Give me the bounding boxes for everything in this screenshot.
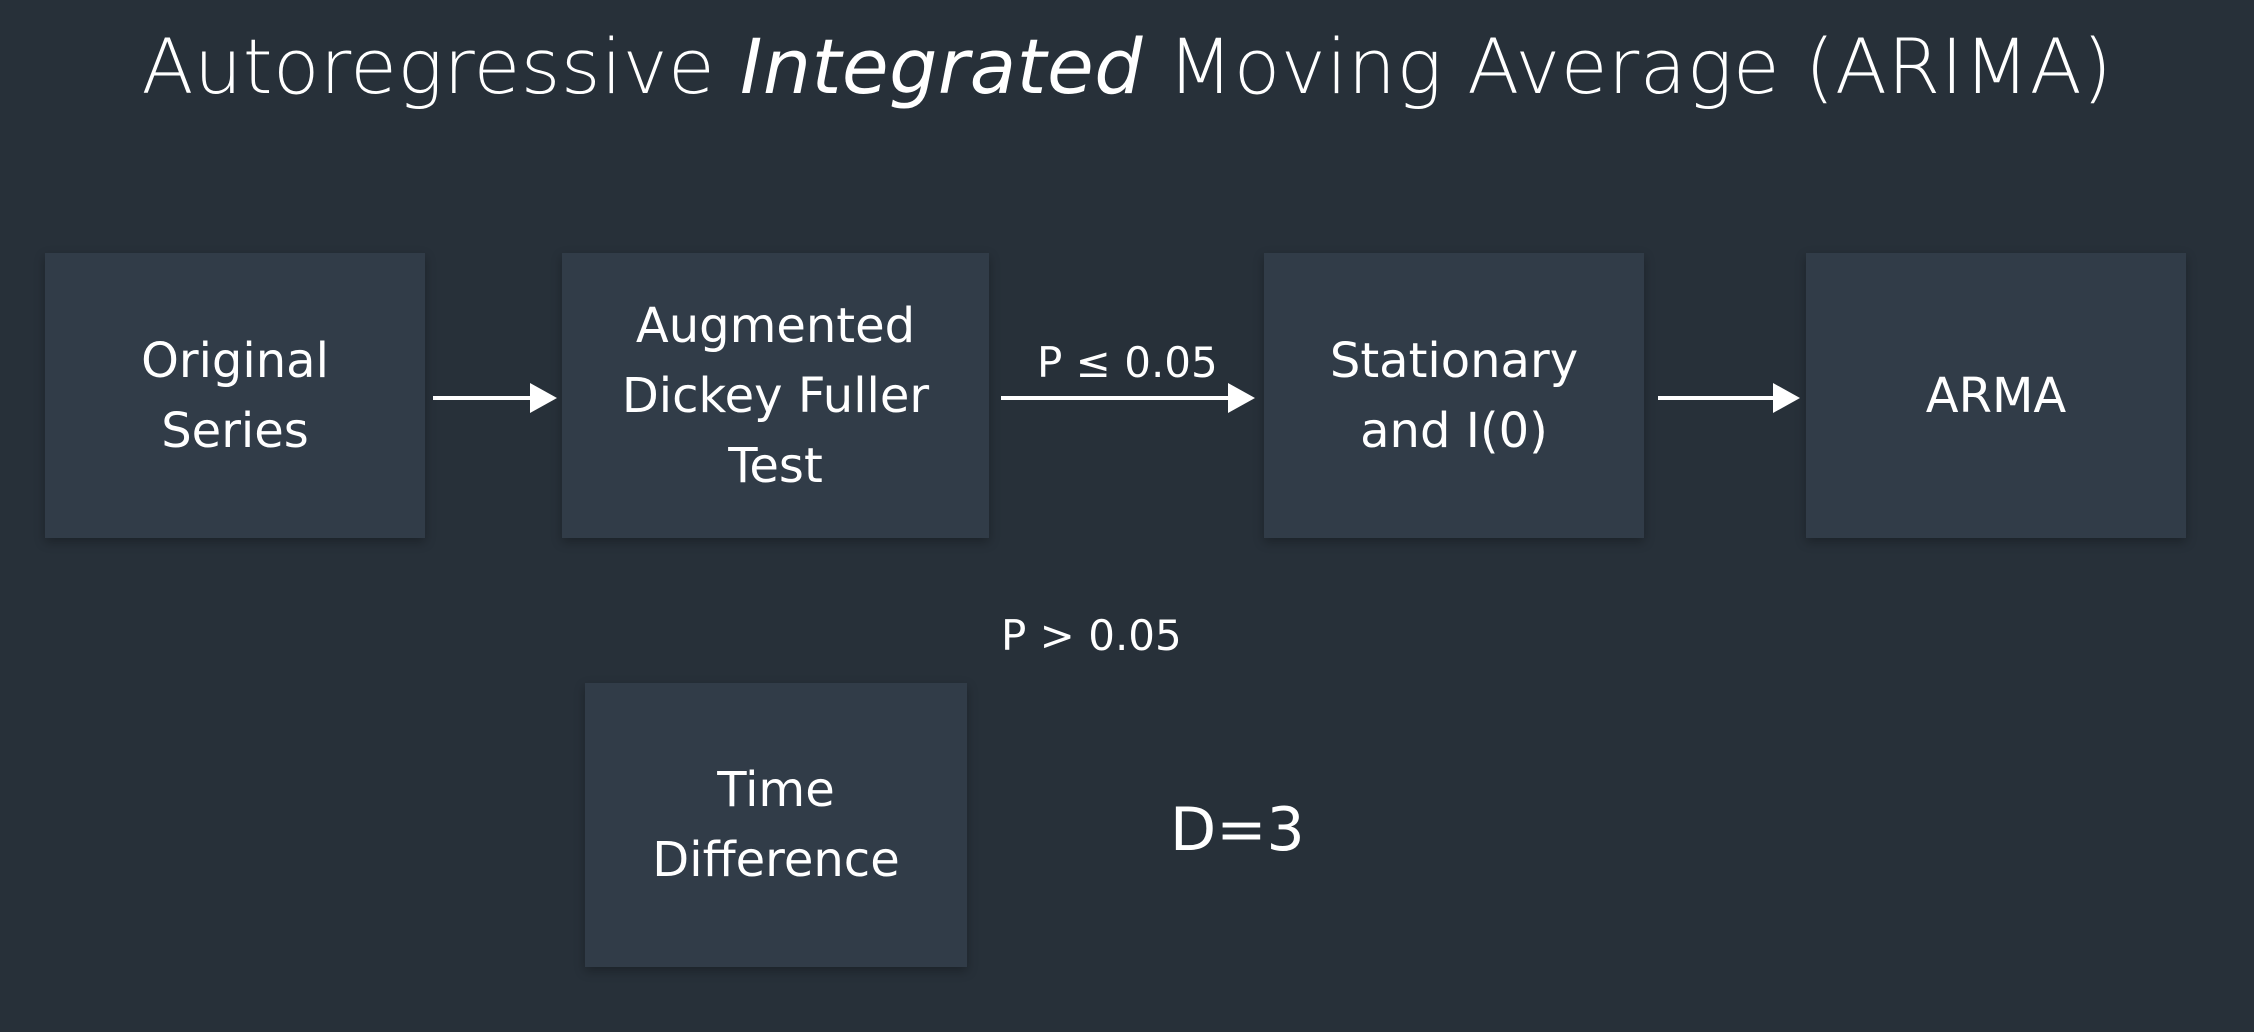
differencing-order-label: D=3 — [1170, 795, 1305, 865]
title-part-2: Moving Average (ARIMA) — [1142, 22, 2113, 111]
arma-box: ARMA — [1806, 253, 2186, 538]
adf-test-box: Augmented Dickey Fuller Test — [562, 253, 989, 538]
arrow-original-to-adf — [433, 383, 557, 413]
title-part-1: Autoregressive — [141, 22, 740, 111]
adf-test-label: Augmented Dickey Fuller Test — [621, 297, 930, 494]
original-series-label: Original Series — [141, 332, 329, 459]
time-difference-box: Time Difference — [585, 683, 967, 967]
title-emphasis: Integrated — [739, 22, 1143, 111]
original-series-box: Original Series — [45, 253, 425, 538]
arma-label: ARMA — [1925, 367, 2067, 424]
stationary-label: Stationary and I(0) — [1329, 332, 1579, 459]
diagram-title: Autoregressive Integrated Moving Average… — [0, 22, 2254, 112]
arrow-stationary-to-arma — [1658, 383, 1800, 413]
arrow-adf-to-stationary — [1001, 383, 1255, 413]
stationary-box: Stationary and I(0) — [1264, 253, 1644, 538]
time-difference-label: Time Difference — [652, 762, 900, 888]
p-gt-label: P > 0.05 — [1001, 611, 1182, 660]
p-le-label: P ≤ 0.05 — [1037, 338, 1218, 387]
